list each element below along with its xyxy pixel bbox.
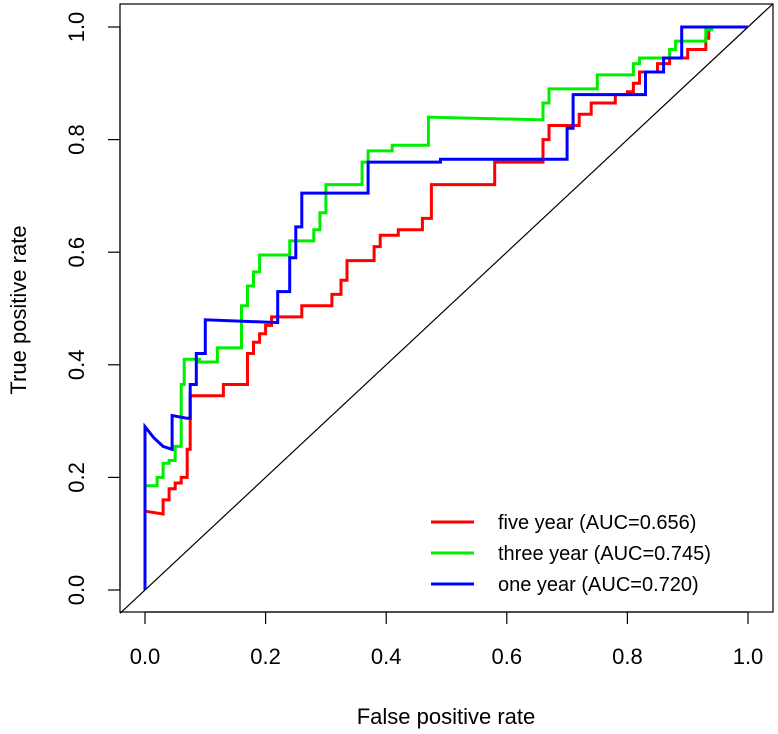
y-tick-label: 0.2 bbox=[64, 462, 89, 493]
x-tick-label: 0.6 bbox=[492, 644, 523, 669]
series-line-1 bbox=[144, 25, 748, 516]
x-axis: 0.0 0.2 0.4 0.6 0.8 1.0 bbox=[130, 611, 764, 669]
y-tick-label: 0.4 bbox=[64, 350, 89, 381]
series-layer bbox=[143, 25, 748, 590]
y-tick-label: 0.8 bbox=[64, 124, 89, 155]
x-tick-label: 0.0 bbox=[130, 644, 161, 669]
reference-diagonal bbox=[119, 3, 774, 614]
x-tick-label: 1.0 bbox=[733, 644, 764, 669]
legend-label: five year (AUC=0.656) bbox=[498, 512, 696, 534]
y-tick-label: 0.0 bbox=[64, 575, 89, 606]
legend-label: three year (AUC=0.745) bbox=[498, 543, 711, 565]
legend: five year (AUC=0.656) three year (AUC=0.7… bbox=[431, 512, 711, 596]
series-line-3 bbox=[143, 25, 748, 590]
legend-label: one year (AUC=0.720) bbox=[498, 574, 699, 596]
x-tick-label: 0.2 bbox=[250, 644, 281, 669]
y-tick-label: 0.6 bbox=[64, 237, 89, 268]
series-line-2 bbox=[145, 25, 748, 488]
x-axis-label: False positive rate bbox=[357, 704, 536, 729]
y-axis: 0.0 0.2 0.4 0.6 0.8 1.0 bbox=[64, 12, 121, 606]
y-tick-label: 1.0 bbox=[64, 12, 89, 43]
x-tick-label: 0.8 bbox=[612, 644, 643, 669]
x-tick-label: 0.4 bbox=[371, 644, 402, 669]
y-axis-label: True positive rate bbox=[6, 225, 31, 394]
